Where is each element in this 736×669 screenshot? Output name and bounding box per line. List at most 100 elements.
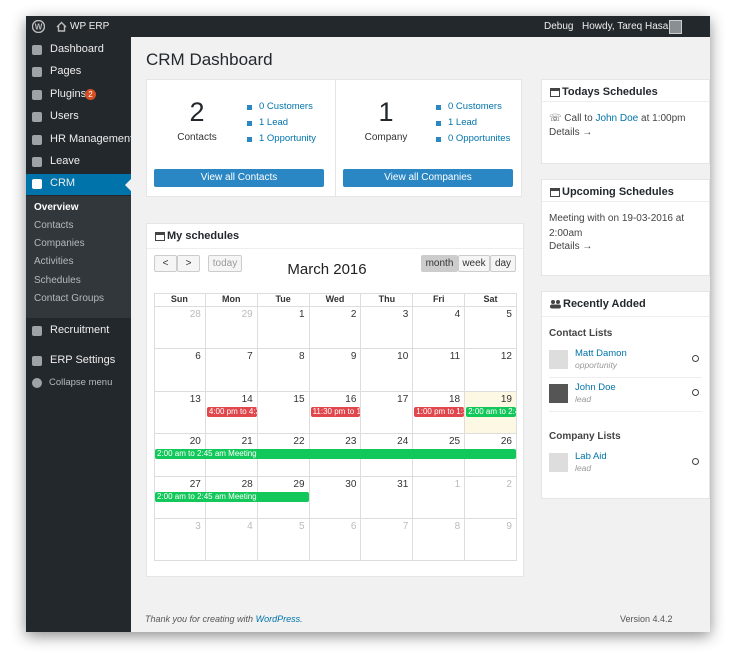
bullet — [247, 105, 252, 110]
day-number: 7 — [247, 351, 253, 363]
item-type: opportunity — [575, 360, 618, 370]
day-number: 6 — [350, 521, 357, 532]
day-number: 14 — [241, 393, 253, 405]
debug[interactable]: Debug — [544, 21, 574, 32]
menu-item[interactable]: Users — [50, 110, 79, 123]
submenu-item[interactable]: Schedules — [34, 274, 81, 286]
avatar — [549, 453, 568, 472]
day-number: 16 — [345, 393, 357, 405]
weekday-header: Thu — [361, 293, 414, 307]
next-button[interactable]: > — [177, 255, 200, 272]
event[interactable]: 2:00 am to 2:4 — [466, 406, 516, 417]
day-number: 2 — [506, 478, 512, 490]
submenu-item[interactable]: Contacts — [34, 220, 74, 231]
details-link[interactable]: Details → — [549, 241, 593, 252]
day-cell: 15 — [257, 391, 310, 435]
weekday-header: Sun — [154, 293, 206, 307]
event[interactable]: 2:00 am to 2:45 am Meeting — [155, 491, 309, 502]
bullet — [436, 121, 441, 126]
month-title: March 2016 — [287, 261, 367, 278]
stat-count: 1 — [378, 97, 394, 127]
greeting[interactable]: Howdy, Tareq Hasan — [582, 21, 674, 32]
view-button[interactable]: month — [421, 255, 458, 272]
todays-schedules: Todays Schedules ☏ Call to John Doe at 1… — [541, 79, 710, 164]
day-number: 6 — [195, 351, 201, 363]
details-link[interactable]: Details → — [549, 127, 593, 138]
submenu-item[interactable]: Overview — [34, 201, 79, 213]
stat-link[interactable]: 0 Customers — [448, 101, 502, 112]
day-cell: 18 — [413, 391, 466, 435]
day-number: 5 — [298, 521, 305, 532]
menu-item[interactable]: Leave — [50, 155, 80, 167]
item-name[interactable]: Matt Damon — [575, 348, 627, 359]
submenu-item[interactable]: Companies — [34, 238, 85, 250]
item-name[interactable]: Lab Aid — [575, 451, 607, 462]
avatar[interactable] — [669, 20, 682, 34]
day-number: 17 — [397, 393, 409, 405]
menu-item[interactable]: Pages — [50, 65, 82, 78]
footer-version: Version 4.4.2 — [620, 614, 673, 624]
list-heading: Company Lists — [549, 431, 621, 442]
contact-link[interactable]: John Doe — [595, 113, 639, 124]
footer-link[interactable]: WordPress. — [255, 614, 303, 624]
widget-title: Todays Schedules — [562, 86, 658, 98]
stat-box: 1 Company 0 Customers 1 Lead 0 Opportunites V… — [335, 79, 522, 197]
submenu-item[interactable]: Activities — [34, 256, 74, 268]
today-button[interactable]: today — [208, 255, 242, 272]
day-number: 5 — [506, 309, 512, 320]
event[interactable]: 4:00 pm to 4:3 — [206, 406, 257, 417]
stat-link[interactable]: 1 Lead — [259, 117, 289, 128]
stat-box: 2 Contacts 0 Customers 1 Lead 1 Opportunity V… — [146, 79, 336, 197]
site-name[interactable]: WP ERP — [70, 21, 110, 32]
item-name[interactable]: John Doe — [575, 382, 616, 393]
group-icon — [550, 300, 561, 309]
divider — [147, 248, 523, 249]
wp-logo[interactable]: W — [32, 20, 45, 33]
widget-title: Recently Added — [563, 298, 646, 310]
day-cell: 17 — [361, 391, 414, 435]
stat-link[interactable]: 1 Lead — [448, 117, 478, 128]
stat-link[interactable]: 0 Customers — [259, 101, 313, 112]
stat-button[interactable]: View all Contacts — [154, 169, 324, 187]
day-number: 29 — [293, 478, 305, 490]
day-cell: 1 — [257, 307, 310, 350]
event[interactable]: 2:00 am to 2:45 am Meeting — [155, 449, 516, 460]
menu-item[interactable]: HR Management — [50, 132, 134, 145]
svg-text:W: W — [35, 23, 43, 32]
day-cell: 7 — [361, 519, 414, 562]
day-number: 28 — [189, 309, 201, 320]
avatar — [549, 384, 568, 403]
day-cell: 9 — [465, 519, 517, 562]
stat-link[interactable]: 0 Opportunites — [448, 133, 511, 144]
weekday-header: Wed — [309, 293, 362, 307]
menu-item[interactable]: Plugins — [50, 87, 87, 100]
schedule-suffix: at 1:00pm — [641, 113, 686, 124]
day-cell: 4 — [205, 519, 258, 562]
weekday-header: Tue — [257, 293, 310, 307]
day-number: 25 — [449, 436, 461, 448]
prev-button[interactable]: < — [154, 255, 177, 272]
footer-text: Thank you for creating with — [145, 614, 254, 624]
stat-link[interactable]: 1 Opportunity — [259, 133, 317, 144]
grid-border — [154, 293, 517, 562]
day-cell: 12 — [465, 349, 517, 392]
menu-item[interactable]: Dashboard — [50, 43, 104, 55]
day-cell: 11 — [413, 349, 466, 392]
day-number: 8 — [298, 351, 305, 363]
menu-icon — [32, 356, 42, 366]
menu-item[interactable]: Recruitment — [50, 324, 110, 336]
view-button[interactable]: week — [458, 255, 490, 272]
day-number: 18 — [449, 393, 461, 405]
stat-button[interactable]: View all Companies — [343, 169, 513, 187]
view-button[interactable]: day — [490, 255, 516, 272]
collapse-menu[interactable]: Collapse menu — [49, 377, 113, 388]
menu-item[interactable]: ERP Settings — [50, 354, 116, 366]
menu-item[interactable]: CRM — [50, 177, 76, 190]
day-cell: 2 — [465, 476, 517, 519]
day-number: 19 — [500, 393, 512, 405]
day-number: 23 — [345, 436, 357, 448]
event[interactable]: 1:00 pm to 1:3 — [414, 406, 465, 417]
day-number: 7 — [402, 521, 409, 532]
event[interactable]: 11:30 pm to 1 — [310, 406, 361, 417]
submenu-item[interactable]: Contact Groups — [34, 292, 105, 304]
